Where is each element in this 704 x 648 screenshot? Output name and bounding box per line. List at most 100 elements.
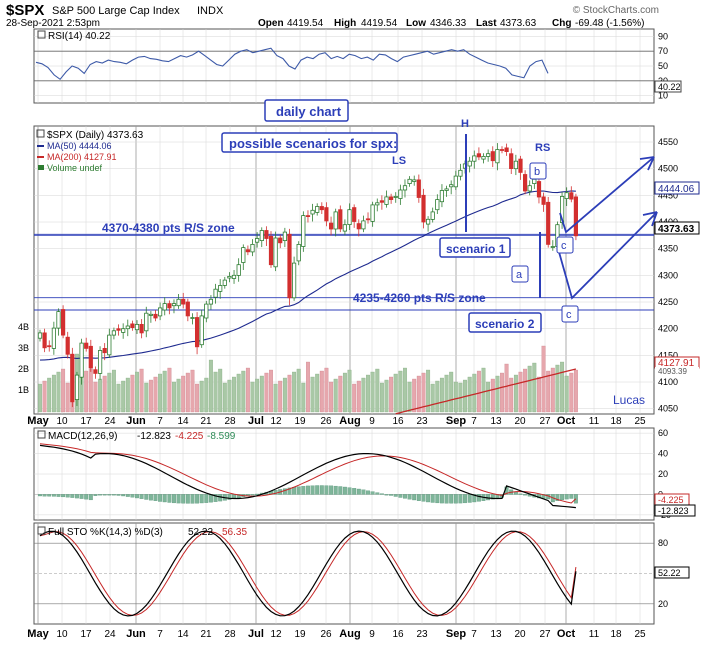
stockcharts-brand: © StockCharts.com (573, 5, 659, 16)
candle-body (56, 311, 61, 329)
candle-body (375, 202, 380, 206)
volume-bar (125, 377, 130, 413)
price-tick-label: 4450 (658, 190, 678, 200)
volume-bar (208, 359, 213, 413)
zone-lower-label: 4235-4260 pts R/S zone (353, 291, 486, 305)
rsi-line (35, 47, 549, 81)
sto-last-tag: 52.22 (654, 566, 690, 579)
head-label: H (461, 118, 469, 130)
low-value: 4346.33 (430, 18, 467, 29)
candle-body (153, 313, 158, 319)
candle-body (268, 235, 274, 266)
macd-histogram-bar (93, 494, 98, 496)
volume-bar (495, 375, 500, 413)
volume-bar (546, 370, 551, 413)
volume-bar (490, 378, 495, 413)
svg-text:-12.823: -12.823 (658, 506, 689, 516)
x-axis-bottom-label: 21 (200, 629, 212, 640)
price-tick-label: 4250 (658, 297, 678, 307)
macd-histogram-bar (148, 494, 153, 501)
rsi-series (35, 47, 549, 81)
volume-bar (250, 381, 255, 413)
sto-series (39, 530, 577, 617)
candle-body (573, 196, 579, 237)
quote-date: 28-Sep-2021 2:53pm (6, 18, 100, 29)
candle-body (167, 303, 172, 309)
candle-body (98, 350, 103, 374)
volume-tick-label: 3B (18, 343, 29, 353)
candle-body (181, 298, 186, 305)
candle-body (541, 196, 546, 205)
price-tick-label: 4550 (658, 137, 678, 147)
volume-bar (227, 379, 232, 413)
rsi-tick-label: 90 (658, 31, 668, 41)
volume-bar (444, 374, 449, 413)
macd-histogram-bar (449, 494, 454, 504)
price-series (37, 143, 579, 415)
candle-body (398, 189, 403, 199)
x-axis-bottom-label: Sep (446, 628, 466, 640)
volume-bar (259, 375, 264, 413)
x-axis-mid-label: 27 (539, 416, 551, 427)
high-label: High (334, 18, 356, 29)
rsi-legend-text: RSI(14) 40.22 (48, 31, 111, 42)
candle-body (121, 328, 126, 333)
candle-body (352, 207, 357, 222)
macd-histogram-bar (227, 494, 232, 500)
volume-bar (144, 382, 149, 413)
x-axis-mid-label: 23 (416, 416, 428, 427)
macd-histogram-bar (204, 494, 209, 503)
macd-histogram-bar (476, 494, 481, 502)
volume-bar (532, 362, 537, 413)
text-annotations: daily chart possible scenarios for spx: … (102, 99, 645, 407)
x-axis-mid-label: 17 (80, 416, 92, 427)
volume-bar (315, 373, 320, 413)
macd-histogram-bar (199, 494, 204, 504)
x-axis-bottom-label: 16 (392, 629, 404, 640)
candle-body (472, 155, 477, 162)
x-axis-mid-label: Jun (126, 415, 146, 427)
x-axis-bottom-label: 23 (416, 629, 428, 640)
candle-body (278, 237, 283, 244)
macd-histogram-bar (569, 494, 574, 499)
volume-bar (121, 380, 126, 413)
candle-body (236, 264, 241, 276)
wave-a-label: a (516, 269, 523, 281)
candle-body (264, 230, 269, 239)
volume-bar (116, 383, 121, 413)
chg-label: Chg (552, 18, 571, 29)
volume-bar (560, 361, 565, 413)
sto-k-line (39, 530, 577, 617)
wave-b-label: b (534, 166, 540, 178)
macd-histogram-bar (361, 489, 366, 495)
volume-bar (185, 372, 190, 413)
price-last-tag: 4373.63 (654, 221, 700, 235)
macd-histogram-bar (426, 494, 431, 503)
wave-c-label-1: c (561, 240, 567, 252)
volume-bar (403, 367, 407, 413)
ma50-legend: MA(50) 4444.06 (47, 141, 112, 151)
macd-histogram-bar (296, 486, 301, 495)
rsi-last-tag: 40.22 (654, 80, 682, 93)
volume-bar (38, 383, 42, 413)
macd-legend-name: MACD(12,26,9) (48, 431, 117, 442)
volume-bar (107, 372, 112, 413)
candle-body (47, 345, 52, 348)
last-label: Last (476, 18, 497, 29)
macd-histogram-bar (403, 494, 407, 499)
candle-body (93, 369, 98, 374)
volume-bar (569, 372, 574, 413)
volume-bar (356, 380, 361, 413)
volume-bar (88, 367, 93, 413)
volume-bar (287, 374, 292, 413)
x-axis-bottom-label: 10 (56, 629, 68, 640)
open-label: Open (258, 18, 284, 29)
x-axis-bottom-label: Aug (339, 628, 360, 640)
volume-bar (329, 381, 334, 413)
macd-histogram-bar (444, 494, 449, 504)
macd-histogram-bar (176, 494, 181, 504)
candle-body (319, 206, 324, 211)
macd-histogram-bar (366, 490, 370, 495)
macd-legend-macd: -12.823 (137, 431, 171, 442)
